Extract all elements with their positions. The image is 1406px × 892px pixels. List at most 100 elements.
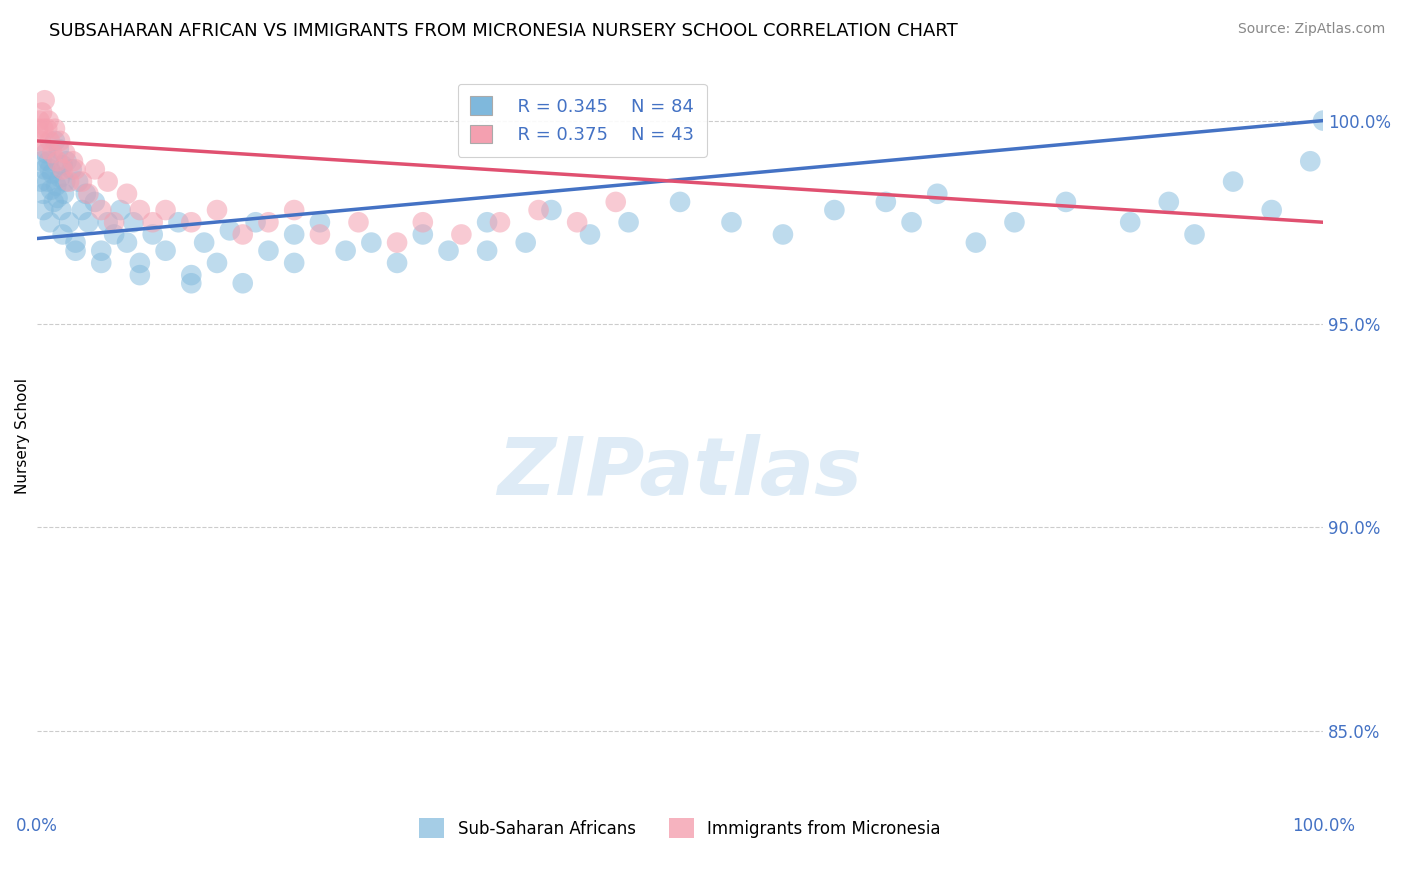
Point (77, 186, 100, 201)
Point (142, 227, 165, 242)
Point (32, 202, 55, 217)
Point (39, 183, 62, 197)
Point (283, 202, 305, 217)
Point (527, 202, 550, 217)
Point (205, 256, 228, 270)
Point (180, 268, 202, 282)
Point (52, 186, 75, 201)
Point (115, 186, 138, 201)
Point (97, 175, 120, 189)
Point (257, 244, 280, 258)
Legend: Sub-Saharan Africans, Immigrants from Micronesia: Sub-Saharan Africans, Immigrants from Mi… (412, 811, 948, 845)
Point (1222, 175, 1244, 189)
Point (52, 162, 75, 177)
Point (309, 215, 332, 229)
Point (283, 256, 305, 270)
Text: ZIPatlas: ZIPatlas (498, 434, 862, 512)
Point (180, 215, 202, 229)
Point (34, 93, 56, 107)
Point (32, 121, 55, 136)
Point (167, 215, 190, 229)
Point (62, 154, 84, 169)
Point (122, 215, 145, 229)
Point (232, 227, 254, 242)
Point (412, 215, 434, 229)
Point (37, 121, 59, 136)
Point (180, 277, 202, 291)
Y-axis label: Nursery School: Nursery School (15, 377, 30, 494)
Text: Source: ZipAtlas.com: Source: ZipAtlas.com (1237, 22, 1385, 37)
Point (58, 175, 80, 189)
Point (70, 175, 93, 189)
Point (70, 202, 93, 217)
Point (1004, 215, 1026, 229)
Point (32, 186, 55, 201)
Point (218, 223, 240, 237)
Point (335, 244, 357, 258)
Point (41, 166, 63, 180)
Point (205, 202, 228, 217)
Point (34, 162, 56, 177)
Point (103, 227, 125, 242)
Point (669, 194, 692, 209)
Point (1299, 154, 1322, 169)
Point (142, 215, 165, 229)
Point (31, 105, 53, 120)
Point (1157, 194, 1180, 209)
Point (38, 215, 60, 229)
Point (927, 186, 949, 201)
Point (128, 202, 150, 217)
Point (35, 142, 58, 156)
Point (53, 146, 76, 161)
Point (450, 227, 472, 242)
Point (31, 154, 53, 169)
Point (475, 244, 498, 258)
Point (155, 202, 177, 217)
Point (48, 142, 70, 156)
Point (900, 215, 922, 229)
Point (257, 215, 280, 229)
Point (30, 134, 52, 148)
Point (540, 202, 562, 217)
Point (42, 194, 65, 209)
Point (55, 154, 77, 169)
Point (90, 202, 112, 217)
Point (83, 162, 105, 177)
Point (1119, 215, 1142, 229)
Point (155, 244, 177, 258)
Point (617, 215, 640, 229)
Point (46, 154, 69, 169)
Point (385, 256, 408, 270)
Point (45, 178, 67, 193)
Text: SUBSAHARAN AFRICAN VS IMMIGRANTS FROM MICRONESIA NURSERY SCHOOL CORRELATION CHAR: SUBSAHARAN AFRICAN VS IMMIGRANTS FROM MI… (49, 22, 957, 40)
Point (385, 235, 408, 250)
Point (412, 227, 434, 242)
Point (965, 235, 987, 250)
Point (128, 268, 150, 282)
Point (67, 175, 90, 189)
Point (27, 121, 49, 136)
Point (309, 227, 332, 242)
Point (53, 175, 76, 189)
Point (193, 235, 215, 250)
Point (90, 256, 112, 270)
Point (605, 194, 627, 209)
Point (35, 146, 58, 161)
Point (90, 244, 112, 258)
Point (60, 162, 83, 177)
Point (565, 215, 588, 229)
Point (515, 235, 537, 250)
Point (46, 191, 69, 205)
Point (65, 162, 87, 177)
Point (38, 162, 60, 177)
Point (1184, 227, 1206, 242)
Point (97, 215, 120, 229)
Point (110, 202, 132, 217)
Point (475, 215, 498, 229)
Point (65, 235, 87, 250)
Point (75, 186, 97, 201)
Point (41, 146, 63, 161)
Point (77, 215, 100, 229)
Point (720, 215, 742, 229)
Point (58, 215, 80, 229)
